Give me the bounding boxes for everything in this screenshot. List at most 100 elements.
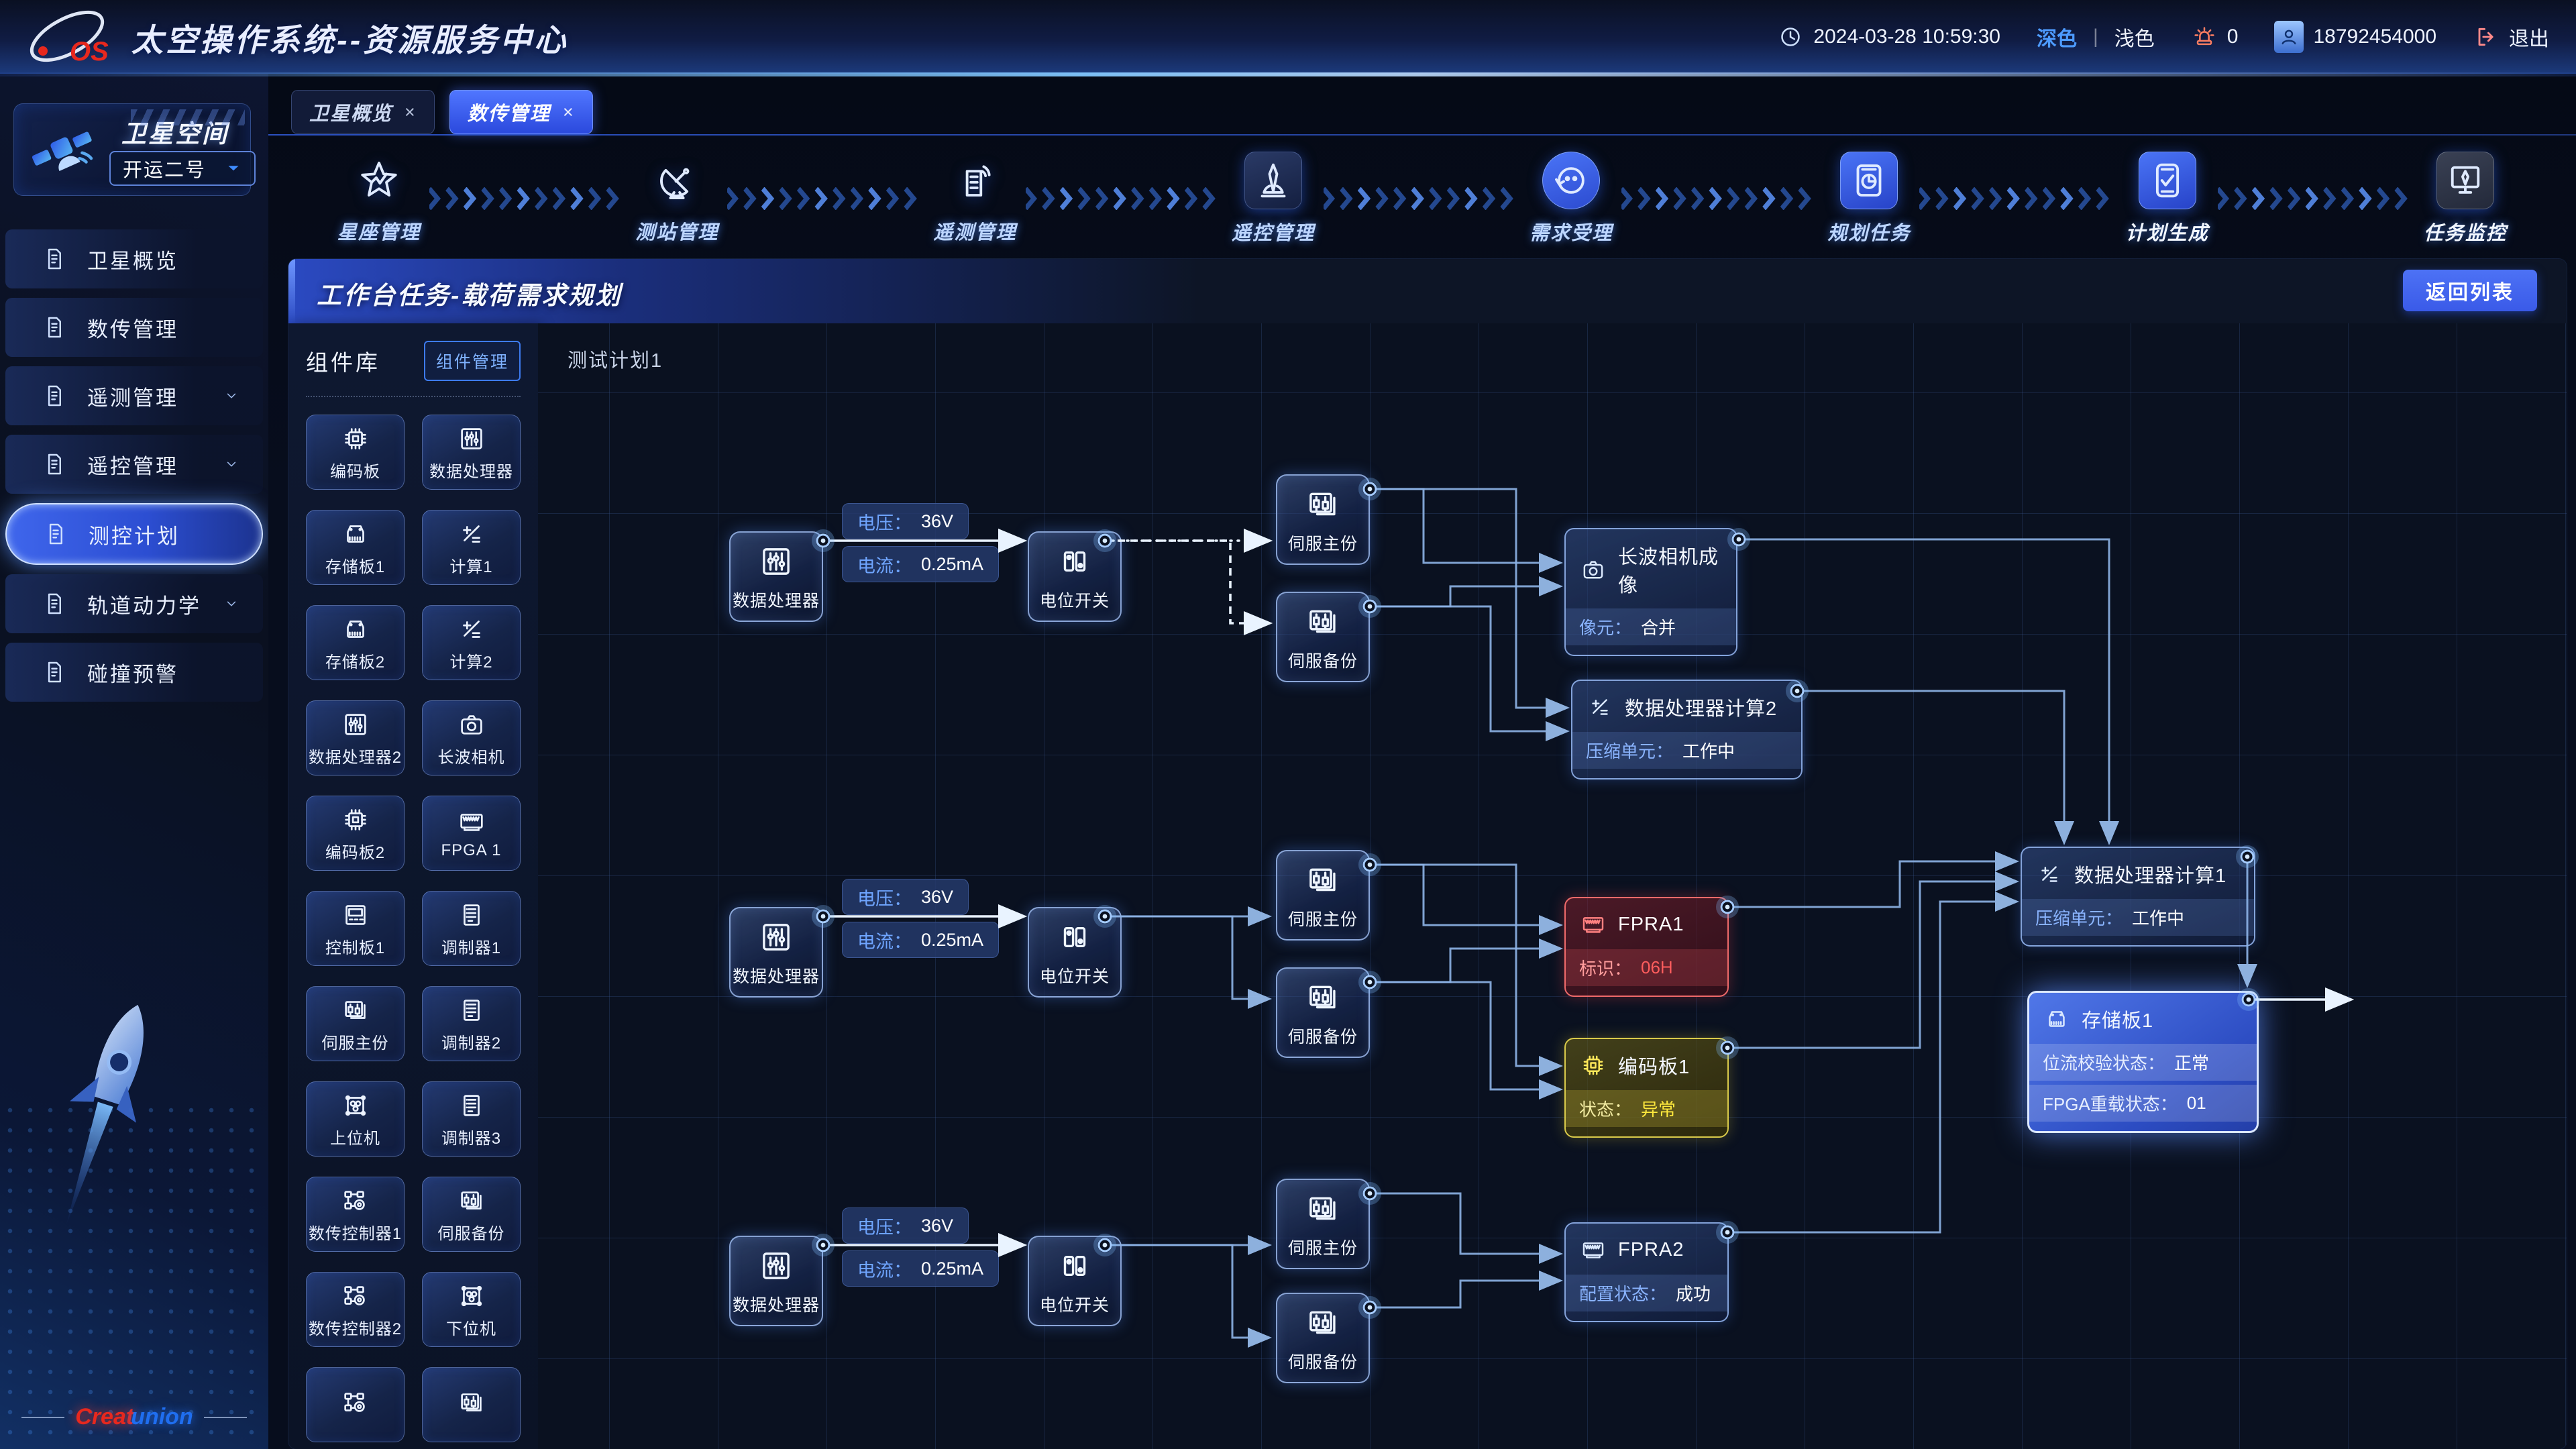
tab-数传管理[interactable]: 数传管理 ×	[449, 90, 593, 134]
step-需求受理[interactable]: 需求受理	[1521, 152, 1621, 246]
step-星座管理[interactable]: 星座管理	[329, 152, 429, 245]
node-FPRA2[interactable]: FPRA2 配置状态： 成功	[1564, 1222, 1729, 1322]
component-card-数传控制器2[interactable]: 数传控制器2	[306, 1272, 405, 1347]
back-to-list-button[interactable]: 返回列表	[2403, 270, 2537, 311]
component-card-伺服备份[interactable]: 伺服备份	[422, 1177, 521, 1252]
step-任务监控[interactable]: 任务监控	[2415, 152, 2516, 246]
sidebar-item-数传管理[interactable]: 数传管理	[5, 298, 263, 357]
sidebar-item-遥测管理[interactable]: 遥测管理	[5, 366, 263, 425]
node-编码板1[interactable]: 编码板1 状态： 异常	[1564, 1038, 1729, 1138]
node-数据处理器计算1[interactable]: 数据处理器计算1 压缩单元： 工作中	[2021, 847, 2255, 947]
step-遥控管理[interactable]: 遥控管理	[1223, 152, 1324, 246]
node-伺服备份[interactable]: 伺服备份	[1276, 592, 1370, 682]
node-存储板1[interactable]: 存储板1 位流校验状态： 正常 FPGA重载状态： 01	[2027, 991, 2259, 1133]
component-card-调制器2[interactable]: 调制器2	[422, 986, 521, 1061]
component-card-FPGA 1[interactable]: FPGA 1	[422, 796, 521, 871]
logout-label[interactable]: 退出	[2509, 28, 2549, 50]
component-card-调制器1[interactable]: 调制器1	[422, 891, 521, 966]
tab-close-icon[interactable]: ×	[405, 101, 417, 122]
theme-toggle[interactable]: 深色 | 浅色	[2037, 22, 2155, 52]
component-card-控制板1[interactable]: 控制板1	[306, 891, 405, 966]
step-测站管理[interactable]: 测站管理	[627, 152, 727, 245]
logout-group[interactable]: 退出	[2473, 22, 2549, 52]
sidebar-item-label: 测控计划	[89, 524, 180, 548]
step-规划任务[interactable]: 规划任务	[1819, 152, 1919, 246]
component-card-存储板2[interactable]: 存储板2	[306, 605, 405, 680]
component-card-长波相机[interactable]: 长波相机	[422, 700, 521, 775]
node-title: 存储板1	[2082, 1010, 2154, 1032]
component-card-编码板2[interactable]: 编码板2	[306, 796, 405, 871]
alarm-icon[interactable]	[2191, 23, 2218, 50]
satellite-select[interactable]: 开运二号	[109, 151, 256, 186]
component-card-数据处理器2[interactable]: 数据处理器2	[306, 700, 405, 775]
component-card-调制器3[interactable]: 调制器3	[422, 1081, 521, 1157]
sidebar-item-label: 轨道动力学	[87, 594, 201, 618]
node-数据处理器[interactable]: 数据处理器	[729, 531, 823, 622]
component-card-伺服主份[interactable]: 伺服主份	[306, 986, 405, 1061]
node-title: 数据处理器计算2	[1625, 698, 1778, 720]
component-card-计算1[interactable]: 计算1	[422, 510, 521, 585]
node-伺服主份[interactable]: 伺服主份	[1276, 850, 1370, 941]
component-card-数据处理器[interactable]: 数据处理器	[422, 415, 521, 490]
logout-icon[interactable]	[2473, 23, 2500, 50]
component-card-数传控制器1[interactable]: 数传控制器1	[306, 1177, 405, 1252]
sidebar-nav: 卫星概览数传管理遥测管理遥控管理测控计划轨道动力学碰撞预警	[0, 220, 268, 702]
tab-label: 数传管理	[467, 103, 551, 125]
sidebar-item-碰撞预警[interactable]: 碰撞预警	[5, 643, 263, 702]
step-label: 计划生成	[2125, 223, 2209, 244]
node-伺服主份[interactable]: 伺服主份	[1276, 1179, 1370, 1269]
sliders-icon	[757, 1246, 796, 1285]
node-伺服备份[interactable]: 伺服备份	[1276, 967, 1370, 1058]
component-card-计算2[interactable]: 计算2	[422, 605, 521, 680]
fpga-icon	[456, 806, 487, 837]
component-card-下位机[interactable]: 下位机	[422, 1272, 521, 1347]
sidebar-item-轨道动力学[interactable]: 轨道动力学	[5, 574, 263, 633]
node-伺服主份[interactable]: 伺服主份	[1276, 474, 1370, 565]
node-电位开关[interactable]: 电位开关	[1028, 907, 1122, 998]
calc-icon	[456, 614, 487, 645]
component-card-上位机[interactable]: 上位机	[306, 1081, 405, 1157]
calc-icon	[1586, 693, 1614, 721]
modulator-icon	[456, 995, 487, 1026]
component-label: 存储板2	[325, 653, 386, 672]
tab-close-icon[interactable]: ×	[562, 101, 575, 122]
component-manage-button[interactable]: 组件管理	[423, 341, 521, 381]
chip-icon	[1579, 1051, 1607, 1079]
calc-icon	[456, 519, 487, 549]
sidebar-item-卫星概览[interactable]: 卫星概览	[5, 229, 263, 288]
node-电位开关[interactable]: 电位开关	[1028, 1236, 1122, 1326]
node-伺服备份[interactable]: 伺服备份	[1276, 1293, 1370, 1383]
node-label: 伺服备份	[1287, 1352, 1358, 1372]
sliders-icon	[757, 542, 796, 581]
node-数据处理器计算2[interactable]: 数据处理器计算2 压缩单元： 工作中	[1571, 680, 1803, 780]
component-card-存储板1[interactable]: 存储板1	[306, 510, 405, 585]
brand-creat: Creat	[75, 1404, 134, 1430]
step-计划生成[interactable]: 计划生成	[2117, 152, 2218, 246]
alarm-group[interactable]: 0	[2191, 23, 2238, 50]
step-遥测管理[interactable]: 遥测管理	[925, 152, 1026, 245]
sidebar-item-遥控管理[interactable]: 遥控管理	[5, 435, 263, 494]
system-logo-icon: OS	[30, 10, 109, 66]
sidebar-item-测控计划[interactable]: 测控计划	[5, 503, 263, 565]
chevron-down-icon	[223, 455, 240, 473]
node-长波相机成像[interactable]: 长波相机成像 像元： 合并	[1564, 528, 1737, 656]
node-数据处理器[interactable]: 数据处理器	[729, 1236, 823, 1326]
component-card-partial[interactable]	[422, 1367, 521, 1442]
theme-light-option[interactable]: 浅色	[2114, 28, 2155, 50]
node-FPRA1[interactable]: FPRA1 标识： 06H	[1564, 897, 1729, 997]
tab-卫星概览[interactable]: 卫星概览 ×	[291, 90, 435, 134]
step-label: 需求受理	[1529, 223, 1613, 244]
theme-dark-option[interactable]: 深色	[2036, 28, 2077, 50]
component-label: 数据处理器2	[308, 748, 402, 767]
node-status-row: 标识： 06H	[1566, 949, 1727, 986]
node-status-row: 压缩单元： 工作中	[2022, 899, 2254, 936]
component-card-partial[interactable]	[306, 1367, 405, 1442]
user-group[interactable]: 18792454000	[2274, 21, 2436, 53]
component-card-编码板[interactable]: 编码板	[306, 415, 405, 490]
telemetry-step-icon	[947, 152, 1004, 209]
flow-canvas[interactable]: 测试计划1 数据处理器 电位开关 伺服主份 伺服备份 长波相机成像 像元： 合并 数据处理器计…	[538, 323, 2567, 1449]
node-电位开关[interactable]: 电位开关	[1028, 531, 1122, 622]
node-数据处理器[interactable]: 数据处理器	[729, 907, 823, 998]
system-title: 太空操作系统--资源服务中心	[131, 21, 569, 58]
user-avatar-icon[interactable]	[2274, 21, 2304, 53]
